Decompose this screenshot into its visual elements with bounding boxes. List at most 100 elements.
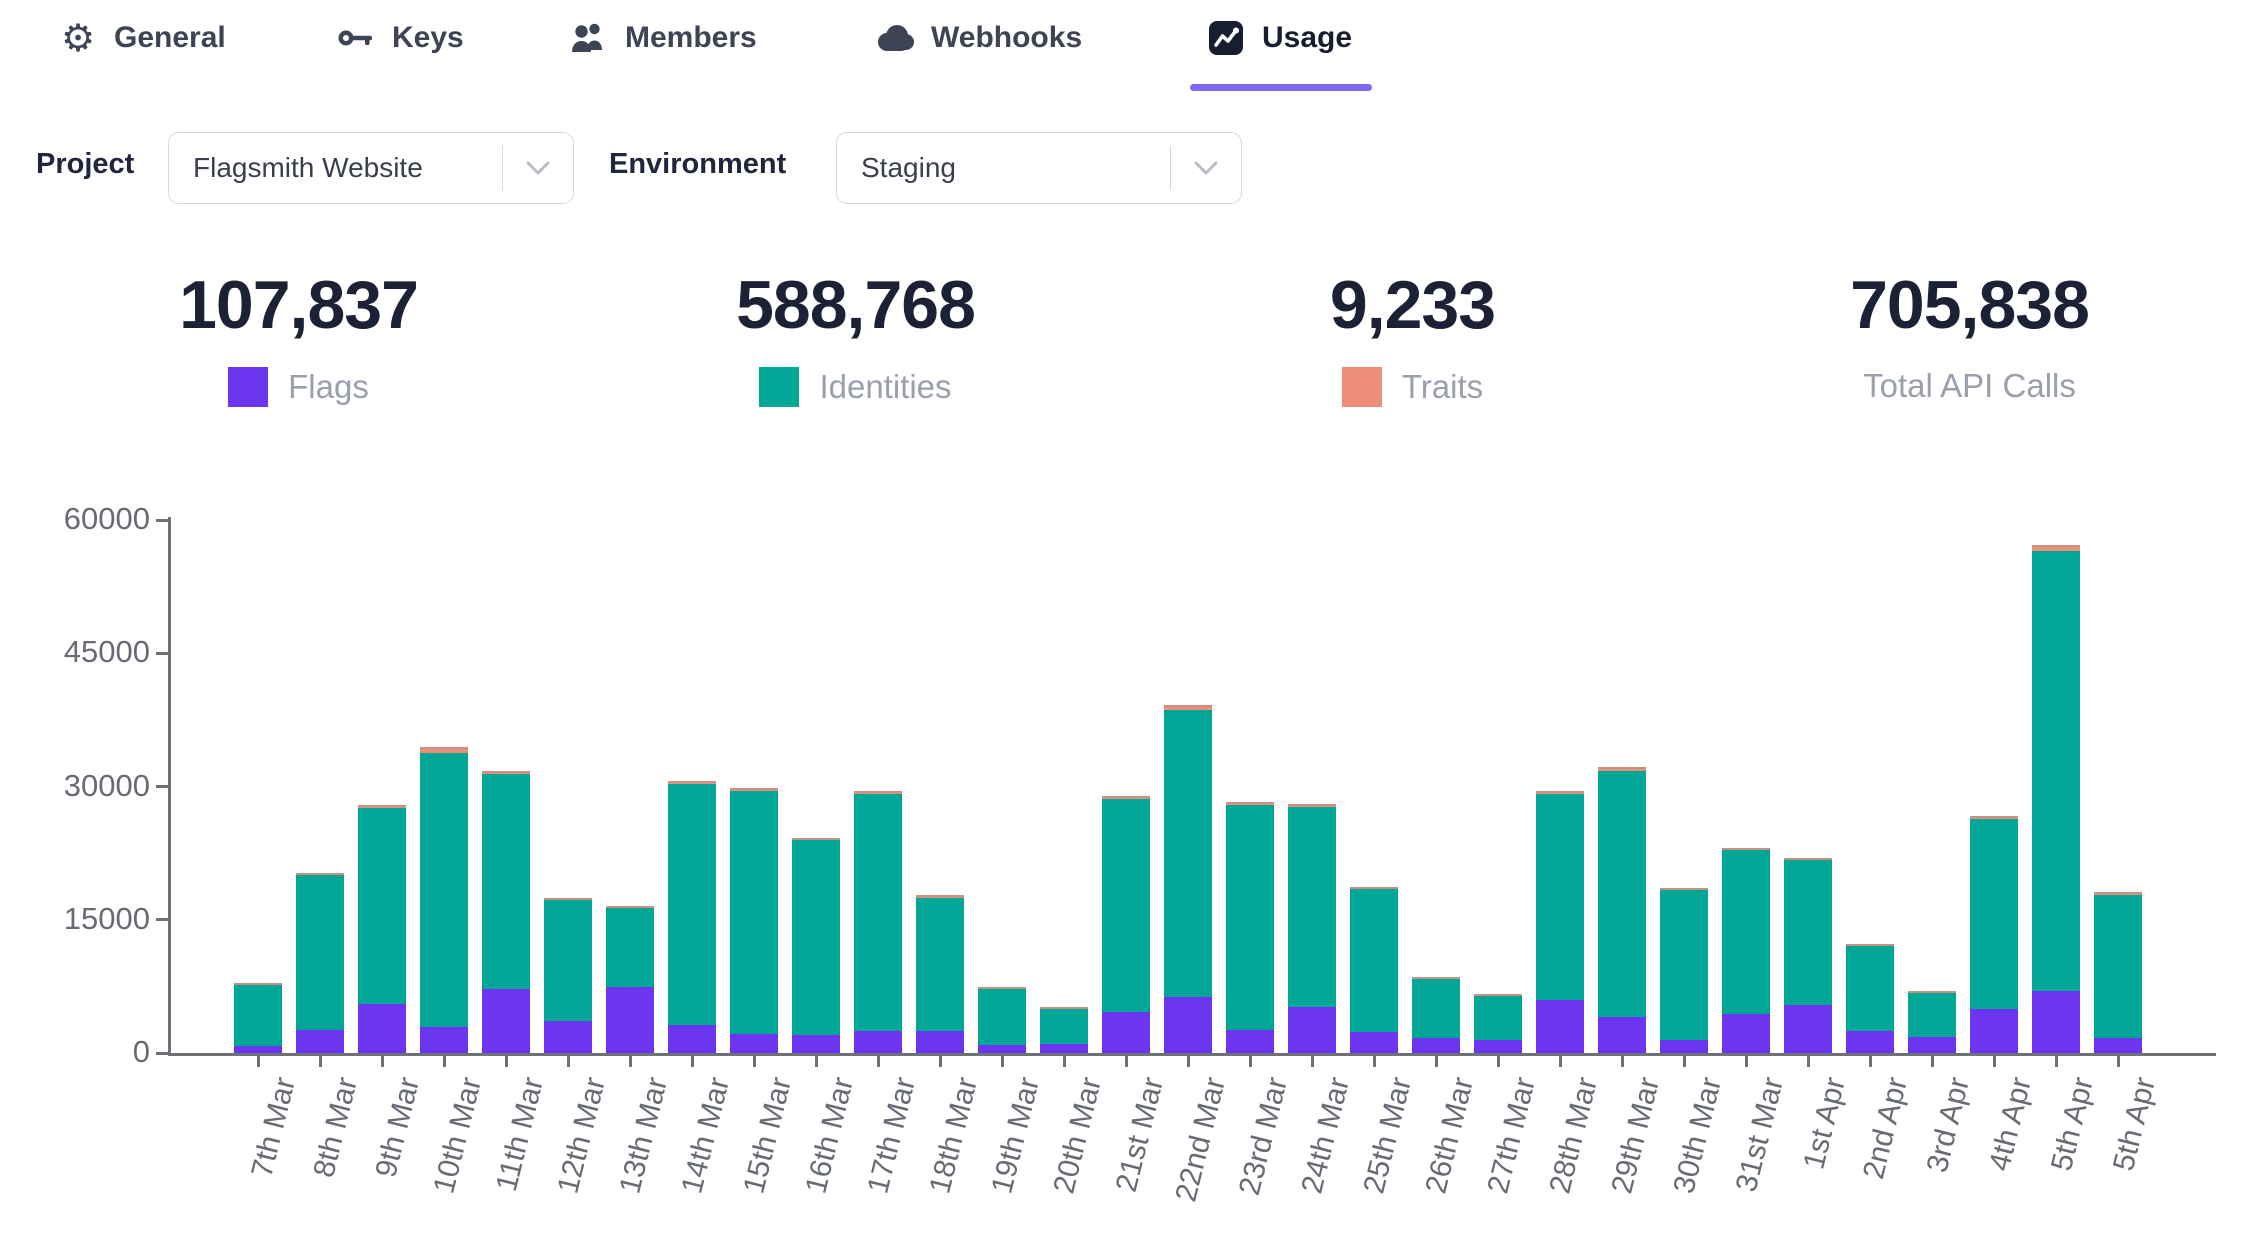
stat-label: Traits (1401, 368, 1484, 406)
bar-8th-mar (296, 872, 344, 1053)
stat-label: Flags (288, 368, 369, 406)
x-axis-tick-label: 16th Mar (799, 1074, 861, 1197)
usage-stats-row: 107,837 Flags 588,768 Identities 9,233 T… (20, 267, 2248, 408)
bar-segment (1970, 818, 2018, 1009)
bar-segment (2032, 990, 2080, 1053)
bar-segment (544, 1020, 592, 1053)
bar-segment (1908, 990, 1956, 993)
x-axis-tick (877, 1056, 880, 1067)
key-icon (336, 18, 376, 58)
bar-segment (1970, 815, 2018, 819)
x-axis-tick (505, 1056, 508, 1067)
bar-10th-mar (420, 746, 468, 1053)
bar-segment (234, 984, 282, 1046)
tab-general[interactable]: ⚙ General (58, 14, 226, 62)
bar-segment (1164, 710, 1212, 998)
tab-label: General (114, 21, 226, 54)
active-tab-underline (1190, 84, 1372, 91)
flags-legend-swatch (228, 367, 269, 408)
x-axis-tick (319, 1056, 322, 1067)
x-axis-tick-label: 2nd Apr (1856, 1074, 1915, 1183)
bar-segment (1412, 1038, 1460, 1053)
bar-segment (730, 791, 778, 1035)
bar-29th-mar (1598, 766, 1646, 1053)
bar-segment (668, 784, 716, 1025)
bar-segment (1102, 1012, 1150, 1053)
chevron-down-icon (1171, 160, 1241, 176)
x-axis-tick (443, 1056, 446, 1067)
bar-14th-mar (668, 781, 716, 1053)
bar-segment (296, 1029, 344, 1053)
x-axis-tick (1187, 1056, 1190, 1067)
bar-segment (1660, 1039, 1708, 1053)
bar-segment (1598, 770, 1646, 1018)
y-axis-tick (156, 518, 170, 522)
bar-segment (916, 894, 964, 898)
bar-segment (420, 1027, 468, 1053)
x-axis-tick (1993, 1056, 1996, 1067)
bar-segment (420, 746, 468, 754)
bar-segment (606, 986, 654, 1053)
bar-segment (1536, 999, 1584, 1053)
gear-icon: ⚙ (60, 16, 96, 60)
bar-segment (1784, 1005, 1832, 1053)
x-axis-tick-label: 30th Mar (1667, 1074, 1729, 1197)
tab-label: Members (625, 21, 757, 54)
x-axis-tick-label: 19th Mar (985, 1074, 1047, 1197)
x-axis-tick-label: 12th Mar (551, 1074, 613, 1197)
bar-30th-mar (1660, 887, 1708, 1053)
bar-segment (730, 1034, 778, 1053)
x-axis-tick (815, 1056, 818, 1067)
x-axis-tick-label: 5th Apr (2044, 1074, 2101, 1175)
bar-segment (1164, 704, 1212, 711)
tab-members[interactable]: Members (569, 14, 757, 62)
x-axis-tick (2117, 1056, 2120, 1067)
bar-segment (2032, 544, 2080, 552)
bar-segment (730, 788, 778, 792)
bar-segment (296, 875, 344, 1030)
bar-segment (854, 1030, 902, 1053)
bar-segment (1598, 766, 1646, 771)
x-axis-tick-label: 5th Apr (2106, 1074, 2163, 1175)
project-label: Project (36, 148, 135, 180)
chart-icon (1206, 18, 1246, 58)
x-axis-tick-label: 14th Mar (675, 1074, 737, 1197)
x-axis-tick (753, 1056, 756, 1067)
y-axis-tick-label: 30000 (63, 767, 150, 803)
bar-segment (1908, 1037, 1956, 1053)
bar-segment (792, 838, 840, 841)
tab-usage[interactable]: Usage (1206, 14, 1352, 62)
tab-keys[interactable]: Keys (336, 14, 464, 62)
y-axis-tick-label: 0 (132, 1034, 150, 1069)
bar-segment (1102, 796, 1150, 800)
bar-segment (916, 897, 964, 1031)
y-axis-tick (156, 651, 170, 655)
bar-segment (854, 794, 902, 1031)
tab-label: Usage (1262, 21, 1353, 54)
bar-segment (1722, 850, 1770, 1014)
bar-segment (668, 781, 716, 785)
y-axis-tick-label: 60000 (63, 501, 150, 536)
x-axis-tick (257, 1056, 260, 1067)
x-axis-tick (1125, 1056, 1128, 1067)
bar-segment (482, 770, 530, 775)
environment-select[interactable]: Staging (836, 132, 1242, 204)
bar-segment (1412, 976, 1460, 979)
bar-segment (1288, 804, 1336, 807)
x-axis-tick-label: 21st Mar (1109, 1074, 1171, 1196)
bar-segment (234, 1045, 282, 1053)
bar-segment (1784, 857, 1832, 860)
bar-segment (482, 774, 530, 990)
bar-segment (1970, 1008, 2018, 1053)
bar-segment (420, 753, 468, 1028)
bar-segment (1226, 802, 1274, 806)
x-axis-tick (1249, 1056, 1252, 1067)
project-select[interactable]: Flagsmith Website (168, 132, 574, 204)
x-axis-tick (1745, 1056, 1748, 1067)
tab-webhooks[interactable]: Webhooks (875, 14, 1082, 62)
x-axis-tick (1373, 1056, 1376, 1067)
bar-11th-mar (482, 770, 530, 1053)
bar-23rd-mar (1226, 802, 1274, 1053)
stat-value: 9,233 (1329, 267, 1496, 343)
bar-segment (1226, 1029, 1274, 1053)
